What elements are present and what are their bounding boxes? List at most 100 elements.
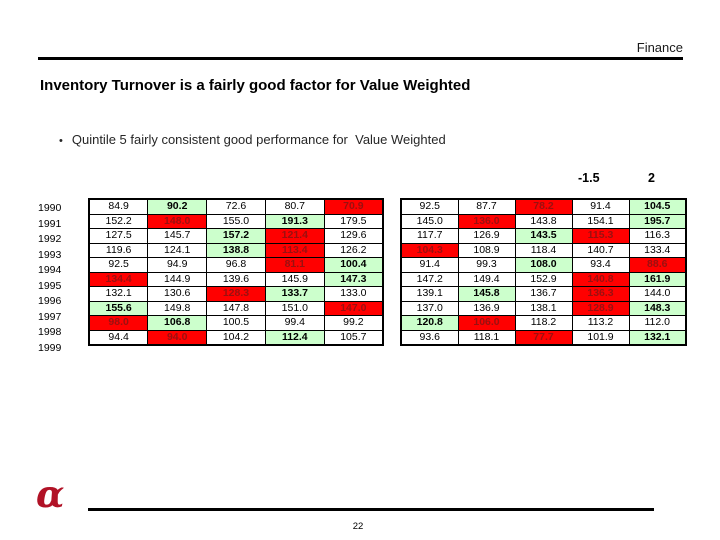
year-label: 1990 [38,202,62,214]
value-cell: 195.7 [628,213,687,229]
value-cell: 149.8 [147,300,208,316]
value-cell: 94.4 [88,329,149,346]
value-cell: 155.0 [206,213,266,229]
value-cell: 93.6 [400,329,459,346]
value-cell: 87.7 [457,198,516,215]
value-cell: 132.1 [628,329,687,346]
value-cell: 136.9 [457,300,516,316]
table-row: 127.5 145.7 157.2 121.4 129.6 [88,228,384,244]
value-cell: 108.9 [457,242,516,258]
value-cell: 155.6 [88,300,149,316]
value-cell: 133.0 [323,286,384,302]
value-cell: 145.0 [400,213,459,229]
value-cell: 94.0 [147,329,208,346]
value-cell: 149.4 [457,271,516,287]
value-cell: 148.0 [147,213,208,229]
bullet-text: Quintile 5 fairly consistent good perfor… [71,132,446,147]
table-row: 139.1 145.8 136.7 136.3 144.0 [400,286,687,302]
value-cell: 100.4 [323,257,384,273]
value-cell: 105.7 [323,329,384,346]
value-cell: 104.2 [206,329,266,346]
value-cell: 151.0 [264,300,325,316]
value-cell: 115.3 [571,228,630,244]
value-cell: 191.3 [264,213,325,229]
value-cell: 133.4 [628,242,687,258]
footer-divider [88,508,654,511]
year-label: 1997 [38,310,62,323]
value-weighted-table-left: 84.9 90.2 72.6 80.7 70.9 152.2 148.0 155.0 191.3… [88,198,384,346]
value-cell: 118.1 [457,329,516,346]
value-cell: 116.3 [628,228,687,244]
value-cell: 113.4 [264,242,325,258]
value-cell: 154.1 [571,213,630,229]
value-cell: 106.8 [147,315,208,331]
table-row: 134.4 144.9 139.6 145.9 147.3 [88,271,384,287]
value-cell: 136.3 [571,286,630,302]
value-cell: 139.6 [206,271,266,287]
value-cell: 147.8 [206,300,266,316]
value-cell: 98.0 [88,315,149,331]
value-cell: 108.0 [514,257,573,273]
header-category-label: Finance [636,40,683,55]
bullet-item: • Quintile 5 fairly consistent good perfo… [59,132,446,147]
value-cell: 99.4 [264,315,325,331]
value-cell: 90.2 [147,198,208,215]
table-row: 93.6 118.1 77.7 101.9 132.1 [400,329,687,346]
value-cell: 112.0 [628,315,687,331]
value-cell: 91.4 [400,257,459,273]
year-label: 1994 [38,264,62,276]
header-divider [38,57,683,60]
value-cell: 144.0 [628,286,687,302]
table-row: 117.7 126.9 143.5 115.3 116.3 [400,228,687,244]
value-cell: 84.9 [88,198,149,215]
value-cell: 126.2 [323,242,384,258]
value-cell: 99.3 [457,257,516,273]
value-cell: 100.5 [206,315,266,331]
value-cell: 127.5 [88,228,149,244]
table-row: 92.5 87.7 78.2 91.4 104.5 [400,198,687,215]
value-cell: 120.8 [400,315,459,331]
value-cell: 121.4 [264,228,325,244]
value-cell: 145.7 [147,228,208,244]
value-cell: 94.9 [147,257,208,273]
value-cell: 140.8 [571,271,630,287]
value-cell: 117.7 [400,228,459,244]
year-label: 1992 [38,233,62,245]
page-title: Inventory Turnover is a fairly good fact… [40,77,471,94]
value-cell: 72.6 [206,198,266,215]
value-cell: 179.5 [323,213,384,229]
quintile-tables: 1990 1991 1992 1993 1994 1995 1996 1997 1998 1999… [38,198,687,356]
table-row: 155.6 149.8 147.8 151.0 147.0 [88,300,384,316]
value-cell: 128.3 [206,286,266,302]
value-cell: 104.5 [628,198,687,215]
value-cell: 113.2 [571,315,630,331]
value-weighted-table-right: 92.5 87.7 78.2 91.4 104.5 145.0 136.0 143.8 154.… [400,198,687,346]
table-row: 91.4 99.3 108.0 93.4 88.6 [400,257,687,273]
bullet-icon: • [59,135,63,147]
year-label: 1996 [38,295,62,307]
year-label: 1999 [38,341,62,354]
value-cell: 91.4 [571,198,630,215]
value-cell: 129.6 [323,228,384,244]
value-cell: 139.1 [400,286,459,302]
table-row: 132.1 130.6 128.3 133.7 133.0 [88,286,384,302]
value-cell: 106.0 [457,315,516,331]
value-cell: 136.0 [457,213,516,229]
value-cell: 126.9 [457,228,516,244]
alpha-logo: α [36,472,65,516]
value-cell: 152.2 [88,213,149,229]
value-cell: 81.1 [264,257,325,273]
value-cell: 88.6 [628,257,687,273]
year-label: 1995 [38,279,62,292]
value-cell: 118.2 [514,315,573,331]
value-cell: 157.2 [206,228,266,244]
value-cell: 134.4 [88,271,149,287]
table-row: 152.2 148.0 155.0 191.3 179.5 [88,213,384,229]
table-row: 147.2 149.4 152.9 140.8 161.9 [400,271,687,287]
value-cell: 147.3 [323,271,384,287]
value-cell: 93.4 [571,257,630,273]
value-cell: 143.5 [514,228,573,244]
table-row: 98.0 106.8 100.5 99.4 99.2 [88,315,384,331]
value-cell: 148.3 [628,300,687,316]
